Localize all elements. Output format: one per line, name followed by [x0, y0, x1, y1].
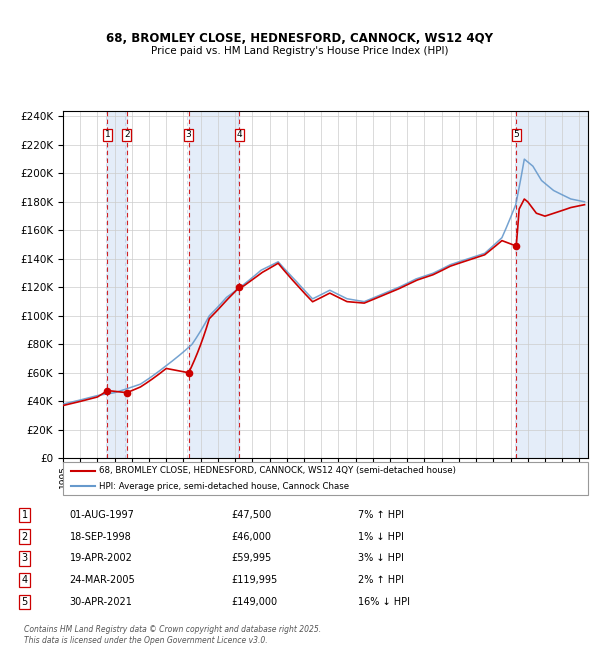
Text: 1% ↓ HPI: 1% ↓ HPI [358, 532, 403, 541]
Text: £46,000: £46,000 [231, 532, 271, 541]
Text: 19-APR-2002: 19-APR-2002 [70, 553, 133, 564]
Bar [107, 111, 127, 458]
Text: 2: 2 [22, 532, 28, 541]
Text: 30-APR-2021: 30-APR-2021 [70, 597, 133, 607]
Text: 4: 4 [22, 575, 28, 585]
Text: 4: 4 [236, 131, 242, 139]
Text: 5: 5 [514, 131, 519, 139]
Text: 24-MAR-2005: 24-MAR-2005 [70, 575, 136, 585]
Text: 68, BROMLEY CLOSE, HEDNESFORD, CANNOCK, WS12 4QY (semi-detached house): 68, BROMLEY CLOSE, HEDNESFORD, CANNOCK, … [98, 466, 455, 475]
Text: 1: 1 [104, 131, 110, 139]
Text: 18-SEP-1998: 18-SEP-1998 [70, 532, 131, 541]
Text: 7% ↑ HPI: 7% ↑ HPI [358, 510, 404, 520]
Text: £149,000: £149,000 [231, 597, 277, 607]
Text: 5: 5 [22, 597, 28, 607]
Text: 3: 3 [186, 131, 191, 139]
Text: Contains HM Land Registry data © Crown copyright and database right 2025.
This d: Contains HM Land Registry data © Crown c… [24, 625, 321, 645]
Text: £119,995: £119,995 [231, 575, 277, 585]
Text: 68, BROMLEY CLOSE, HEDNESFORD, CANNOCK, WS12 4QY: 68, BROMLEY CLOSE, HEDNESFORD, CANNOCK, … [107, 32, 493, 46]
Text: £59,995: £59,995 [231, 553, 271, 564]
Text: 2: 2 [124, 131, 130, 139]
Bar [516, 111, 588, 458]
Text: HPI: Average price, semi-detached house, Cannock Chase: HPI: Average price, semi-detached house,… [98, 482, 349, 491]
Text: Price paid vs. HM Land Registry's House Price Index (HPI): Price paid vs. HM Land Registry's House … [151, 46, 449, 56]
Text: 3% ↓ HPI: 3% ↓ HPI [358, 553, 403, 564]
Text: 3: 3 [22, 553, 28, 564]
Text: 2% ↑ HPI: 2% ↑ HPI [358, 575, 404, 585]
Text: 01-AUG-1997: 01-AUG-1997 [70, 510, 134, 520]
Text: 1: 1 [22, 510, 28, 520]
Bar [188, 111, 239, 458]
Text: £47,500: £47,500 [231, 510, 271, 520]
Text: 16% ↓ HPI: 16% ↓ HPI [358, 597, 410, 607]
